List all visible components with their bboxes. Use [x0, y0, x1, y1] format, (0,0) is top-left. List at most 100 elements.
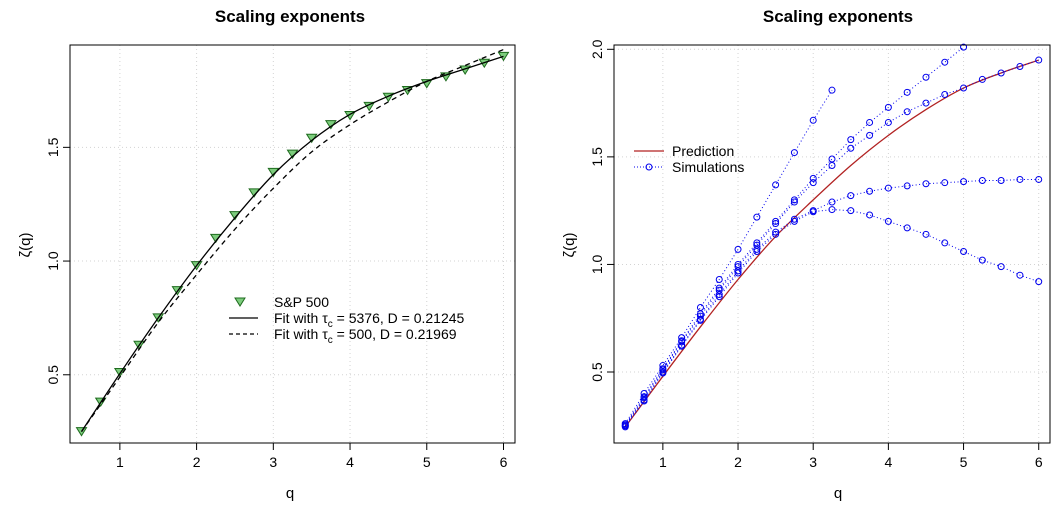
- simulation-point: [734, 267, 742, 275]
- legend-sp500-marker: [234, 297, 246, 307]
- x-tick-label: 3: [269, 454, 277, 470]
- legend-simulations-marker: [645, 163, 653, 171]
- simulation-point: [696, 316, 704, 324]
- y-tick-label: 1.5: [45, 137, 61, 157]
- simulation-run-line: [624, 59, 1039, 427]
- simulation-point: [866, 187, 874, 195]
- simulation-point: [866, 131, 874, 139]
- simulation-point: [790, 198, 798, 206]
- simulation-point: [809, 116, 817, 124]
- x-tick-label: 6: [1035, 454, 1043, 470]
- simulation-point: [997, 263, 1005, 271]
- legend-fit-solid-label: Fit with τc = 5376, D = 0.21245: [274, 310, 465, 330]
- simulation-point: [922, 230, 930, 238]
- simulation-point: [978, 75, 986, 83]
- left-x-axis-label: q: [286, 485, 294, 502]
- x-tick-label: 5: [960, 454, 968, 470]
- simulation-run-line: [624, 178, 1039, 427]
- simulation-point: [866, 118, 874, 126]
- simulation-point: [922, 99, 930, 107]
- simulation-point: [734, 245, 742, 253]
- x-tick-label: 2: [734, 454, 742, 470]
- y-tick-label: 1.0: [589, 254, 605, 274]
- simulation-point: [960, 178, 968, 186]
- series-line: [624, 59, 1039, 428]
- simulation-point: [978, 177, 986, 185]
- simulation-point: [659, 366, 667, 374]
- simulation-point: [941, 179, 949, 187]
- left-legend: S&P 500 Fit with τc = 5376, D = 0.21245 …: [229, 294, 465, 346]
- data-point-triangle: [75, 427, 88, 437]
- simulation-point: [1016, 63, 1024, 71]
- simulation-point: [809, 174, 817, 182]
- simulation-point: [809, 179, 817, 187]
- simulation-point: [790, 215, 798, 223]
- right-legend: Prediction Simulations: [634, 143, 744, 175]
- right-y-axis-label: ζ(q): [561, 233, 578, 258]
- simulation-point: [1016, 175, 1024, 183]
- simulation-point: [884, 184, 892, 192]
- x-tick-label: 3: [809, 454, 817, 470]
- simulation-point: [847, 192, 855, 200]
- simulation-point: [828, 206, 836, 214]
- simulation-point: [866, 211, 874, 219]
- left-chart: Scaling exponents q ζ(q) 1 2 3 4 5 6 0.5 1.0 1.…: [17, 7, 516, 502]
- simulation-point: [809, 208, 817, 216]
- simulation-point: [997, 177, 1005, 185]
- simulation-point: [734, 269, 742, 277]
- simulation-point: [922, 73, 930, 81]
- simulation-point: [941, 58, 949, 66]
- simulation-point: [978, 256, 986, 264]
- right-chart: Scaling exponents q ζ(q) 1 2 3 4 5 6 0.5 1.0 1.…: [561, 7, 1051, 502]
- simulation-point: [884, 118, 892, 126]
- simulation-point: [828, 161, 836, 169]
- y-tick-label: 2.0: [589, 39, 605, 59]
- x-tick-label: 4: [346, 454, 354, 470]
- simulation-point: [903, 182, 911, 190]
- simulation-point: [884, 103, 892, 111]
- simulation-point: [696, 303, 704, 311]
- simulation-point: [997, 69, 1005, 77]
- simulation-point: [621, 423, 629, 431]
- simulation-point: [847, 207, 855, 215]
- simulation-point: [1035, 175, 1043, 183]
- simulation-point: [790, 217, 798, 225]
- simulation-run-line: [624, 209, 1039, 428]
- simulation-point: [960, 43, 968, 51]
- simulation-point: [772, 230, 780, 238]
- simulation-point: [772, 181, 780, 189]
- simulation-point: [790, 196, 798, 204]
- x-tick-label: 2: [193, 454, 201, 470]
- y-tick-label: 1.5: [589, 147, 605, 167]
- simulation-point: [922, 180, 930, 188]
- series-line: [80, 48, 504, 433]
- simulation-point: [960, 248, 968, 256]
- simulation-point: [696, 312, 704, 320]
- simulation-point: [903, 88, 911, 96]
- simulation-point: [678, 342, 686, 350]
- x-tick-label: 6: [500, 454, 508, 470]
- simulation-point: [903, 224, 911, 232]
- simulation-point: [960, 84, 968, 92]
- series-line: [80, 55, 504, 432]
- simulation-point: [659, 369, 667, 377]
- left-y-axis-label: ζ(q): [17, 233, 34, 258]
- simulation-point: [1035, 56, 1043, 64]
- simulation-point: [1016, 271, 1024, 279]
- simulation-run-line: [624, 89, 833, 424]
- simulation-point: [941, 239, 949, 247]
- right-chart-title: Scaling exponents: [763, 7, 913, 26]
- simulation-point: [828, 155, 836, 163]
- right-plot-frame: [613, 44, 1051, 444]
- legend-simulations-label: Simulations: [672, 159, 744, 175]
- simulation-point: [715, 275, 723, 283]
- x-tick-label: 1: [659, 454, 667, 470]
- simulation-point: [884, 217, 892, 225]
- simulation-point: [640, 397, 648, 405]
- simulation-point: [772, 220, 780, 228]
- y-tick-label: 1.0: [45, 251, 61, 271]
- y-tick-label: 0.5: [45, 365, 61, 385]
- simulation-run-line: [624, 46, 964, 425]
- simulation-point: [847, 136, 855, 144]
- simulation-point: [790, 149, 798, 157]
